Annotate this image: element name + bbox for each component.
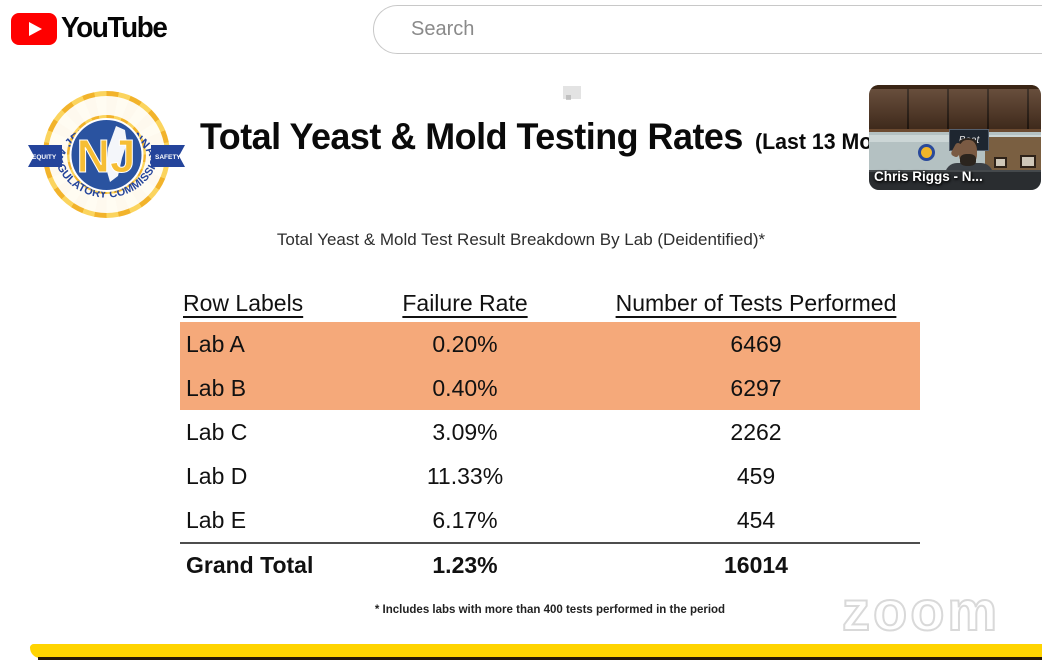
video-artifact-dot [566,95,571,100]
failure-rate-cell: 6.17% [432,506,498,533]
search-bar [373,5,1042,54]
failure-rate-cell: 0.20% [432,330,498,357]
webcam-desk [869,170,1041,190]
failure-rate-cell: 11.33% [426,462,504,489]
picture-frame [994,157,1007,168]
njcrc-logo: NEW JERSEY CANNABIS REGULATORY COMMISSIO… [28,88,188,223]
youtube-logo[interactable]: YouTube [11,12,171,45]
tests-cell: 459 [736,462,776,489]
header-failure-rate: Failure Rate [402,289,528,316]
svg-text:NJ: NJ [77,130,136,182]
picture-frame [1020,155,1036,168]
row-label-cell: Lab B [186,374,247,401]
header-row-labels: Row Labels [183,289,304,316]
grand-total-tests: 16014 [724,551,788,578]
table-row: Lab D 11.33% 459 [180,454,920,498]
slide-accent-bar [30,644,1042,658]
svg-text:SAFETY: SAFETY [155,154,181,161]
youtube-wordmark: YouTube [61,12,168,44]
table-body: Lab A 0.20% 6469 Lab B 0.40% 6297 Lab C … [180,322,920,586]
presenter-beard [960,154,976,166]
webcam-thumbnail[interactable]: Beat Chris Riggs - N... [869,85,1041,190]
header-tests-performed: Number of Tests Performed [615,289,897,316]
row-label-cell: Lab A [186,330,245,357]
row-label-cell: Lab C [186,418,248,445]
results-table: Row Labels Failure Rate Number of Tests … [180,286,920,586]
table-row: Lab B 0.40% 6297 [180,366,920,410]
slide-accent-bar-shadow [38,657,1042,660]
failure-rate-cell: 0.40% [432,374,498,401]
slide-title-main: Total Yeast & Mold Testing Rates [200,116,743,157]
table-header-row: Row Labels Failure Rate Number of Tests … [180,286,920,320]
slide-subtitle: Total Yeast & Mold Test Result Breakdown… [276,230,766,249]
grand-total-row: Grand Total 1.23% 16014 [180,542,920,586]
youtube-play-icon [11,12,57,45]
table-row: Lab C 3.09% 2262 [180,410,920,454]
grand-total-label: Grand Total [186,551,314,578]
slide-title: Total Yeast & Mold Testing Rates (Last 1… [200,116,925,158]
webcam-cabinets [869,85,1041,132]
grand-total-rate: 1.23% [432,551,498,578]
tests-cell: 6469 [730,330,782,357]
svg-text:EQUITY: EQUITY [32,154,57,161]
row-label-cell: Lab E [186,506,247,533]
failure-rate-cell: 3.09% [432,418,498,445]
zoom-watermark: zoom [841,578,1001,643]
search-input[interactable] [373,5,1042,54]
njcrc-mini-logo-icon [918,144,935,161]
tests-cell: 454 [736,506,776,533]
tests-cell: 6297 [730,374,782,401]
table-row: Lab E 6.17% 454 [180,498,920,542]
row-label-cell: Lab D [186,462,248,489]
njcrc-logo-detail: NEW JERSEY CANNABIS REGULATORY COMMISSIO… [28,88,185,213]
webcam-name-label: Chris Riggs - N... [874,169,983,184]
tests-cell: 2262 [730,418,782,445]
table-row: Lab A 0.20% 6469 [180,322,920,366]
slide-footnote: * Includes labs with more than 400 tests… [374,604,726,616]
